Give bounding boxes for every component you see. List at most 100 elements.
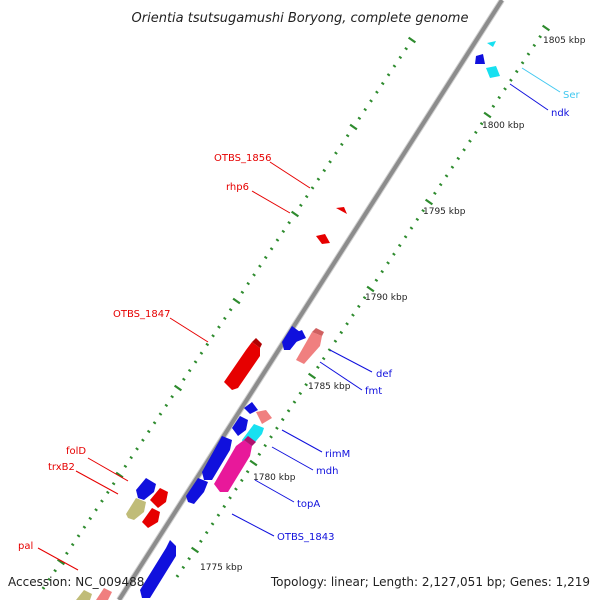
tick-mark-left-13 <box>334 151 338 155</box>
kbp-label-1800: 1800 kbp <box>482 121 525 131</box>
tick-mark-right-62 <box>181 565 186 570</box>
leader-fmt <box>319 361 363 391</box>
gene-label-otbs1856: OTBS_1856 <box>214 153 271 164</box>
kbp-label-1805: 1805 kbp <box>543 36 586 46</box>
tick-mark-right-14 <box>462 148 466 152</box>
tick-mark-right-30 <box>366 285 375 293</box>
tick-mark-left-16 <box>316 177 321 181</box>
tick-mark-left-19 <box>299 203 303 208</box>
gene-label-otbs1843: OTBS_1843 <box>277 532 334 543</box>
feature-ser-trna <box>487 41 496 47</box>
kbp-label-1795: 1795 kbp <box>423 207 466 217</box>
footer-topology: Topology: linear; Length: 2,127,051 bp; … <box>270 575 590 589</box>
tick-mark-right-6 <box>509 78 513 82</box>
gene-label-fold: folD <box>66 446 86 457</box>
gene-label-fmt: fmt <box>365 386 382 397</box>
leader-fold <box>87 457 129 482</box>
tick-mark-right-58 <box>204 530 209 535</box>
feature-trxb2-b <box>142 508 160 528</box>
tick-mark-left-5 <box>380 81 385 86</box>
tick-mark-left-15 <box>322 168 327 173</box>
leader-otbs1843 <box>231 513 275 537</box>
feature-pal <box>76 590 92 600</box>
tick-mark-left-47 <box>135 447 139 451</box>
tick-mark-right-20 <box>424 198 434 206</box>
feature-topa-shade <box>244 436 256 446</box>
tick-mark-right-13 <box>468 139 472 143</box>
feature-def-b <box>292 330 306 342</box>
tick-mark-right-19 <box>433 191 437 196</box>
tick-mark-right-3 <box>526 52 531 56</box>
feature-fmt-shade <box>312 328 324 336</box>
tick-mark-left-26 <box>258 264 262 268</box>
tick-mark-left-2 <box>398 55 403 60</box>
feature-topa <box>214 440 252 492</box>
feature-fold <box>136 478 156 500</box>
tick-mark-left-38 <box>187 368 192 373</box>
tick-mark-left-25 <box>263 255 268 260</box>
feature-blue-upper <box>202 436 232 480</box>
tick-mark-right-10 <box>483 111 492 119</box>
tick-mark-left-20 <box>290 210 300 218</box>
tick-mark-right-57 <box>210 522 215 526</box>
feature-rimm-a <box>232 416 248 436</box>
tick-mark-right-12 <box>474 130 478 135</box>
tick-mark-left-63 <box>41 586 46 590</box>
tick-mark-right-5 <box>514 69 519 74</box>
tick-mark-right-34 <box>345 322 349 326</box>
tick-mark-right-16 <box>450 165 455 169</box>
tick-mark-right-42 <box>298 391 303 396</box>
tick-mark-left-32 <box>223 316 227 321</box>
tick-mark-left-41 <box>170 394 174 399</box>
leader-ndk <box>509 83 549 111</box>
tick-mark-right-43 <box>292 400 297 404</box>
kbp-label-1785: 1785 kbp <box>308 382 351 392</box>
tick-mark-right-27 <box>386 261 390 265</box>
tick-mark-left-6 <box>375 90 379 94</box>
tick-mark-left-52 <box>106 490 110 495</box>
tick-mark-left-36 <box>199 351 204 355</box>
tick-mark-left-11 <box>345 133 350 138</box>
tick-mark-left-51 <box>111 481 116 486</box>
tick-mark-right-53 <box>234 487 238 491</box>
tick-mark-right-39 <box>316 365 320 370</box>
tick-mark-right-47 <box>269 435 273 439</box>
leader-otbs1847 <box>169 317 209 343</box>
tick-mark-right-36 <box>333 339 338 343</box>
tick-mark-left-37 <box>193 360 198 364</box>
tick-mark-right-32 <box>357 304 361 309</box>
tick-mark-left-34 <box>211 334 215 338</box>
tick-mark-right-41 <box>304 382 308 387</box>
feature-otbs1843 <box>140 540 176 598</box>
gene-labels: Ser ndk OTBS_1856 rhp6 OTBS_1847 def fmt… <box>18 90 581 552</box>
gene-label-ser: Ser <box>563 90 581 101</box>
tick-mark-left-31 <box>228 307 233 312</box>
tick-mark-left-10 <box>349 123 358 131</box>
feature-ndk-cyan <box>486 66 500 78</box>
tick-mark-left-23 <box>275 238 280 242</box>
tick-mark-right-11 <box>479 121 484 126</box>
gene-label-trxb2: trxB2 <box>48 462 75 473</box>
feature-otbs1843-a <box>186 478 208 504</box>
tick-mark-left-45 <box>146 429 151 434</box>
tick-mark-right-60 <box>190 546 200 554</box>
tick-mark-right-46 <box>275 426 279 430</box>
tick-mark-left-18 <box>304 194 309 199</box>
gene-label-rimm: rimM <box>325 449 350 460</box>
tick-mark-right-54 <box>228 496 232 500</box>
genome-backbone <box>116 0 505 600</box>
gene-label-rhp6: rhp6 <box>226 182 249 193</box>
tick-mark-left-35 <box>205 342 210 347</box>
tick-mark-left-3 <box>392 64 397 68</box>
gene-label-ndk: ndk <box>551 108 570 119</box>
leader-ser <box>521 67 561 93</box>
tick-mark-right-35 <box>339 330 344 335</box>
tick-mark-left-29 <box>240 290 245 295</box>
tick-mark-left-4 <box>386 73 391 77</box>
tick-mark-left-17 <box>310 186 315 190</box>
tick-mark-right-55 <box>222 504 227 509</box>
feature-rimm-b <box>244 402 258 414</box>
tick-mark-right-25 <box>397 243 402 248</box>
tick-mark-right-1 <box>538 34 542 39</box>
